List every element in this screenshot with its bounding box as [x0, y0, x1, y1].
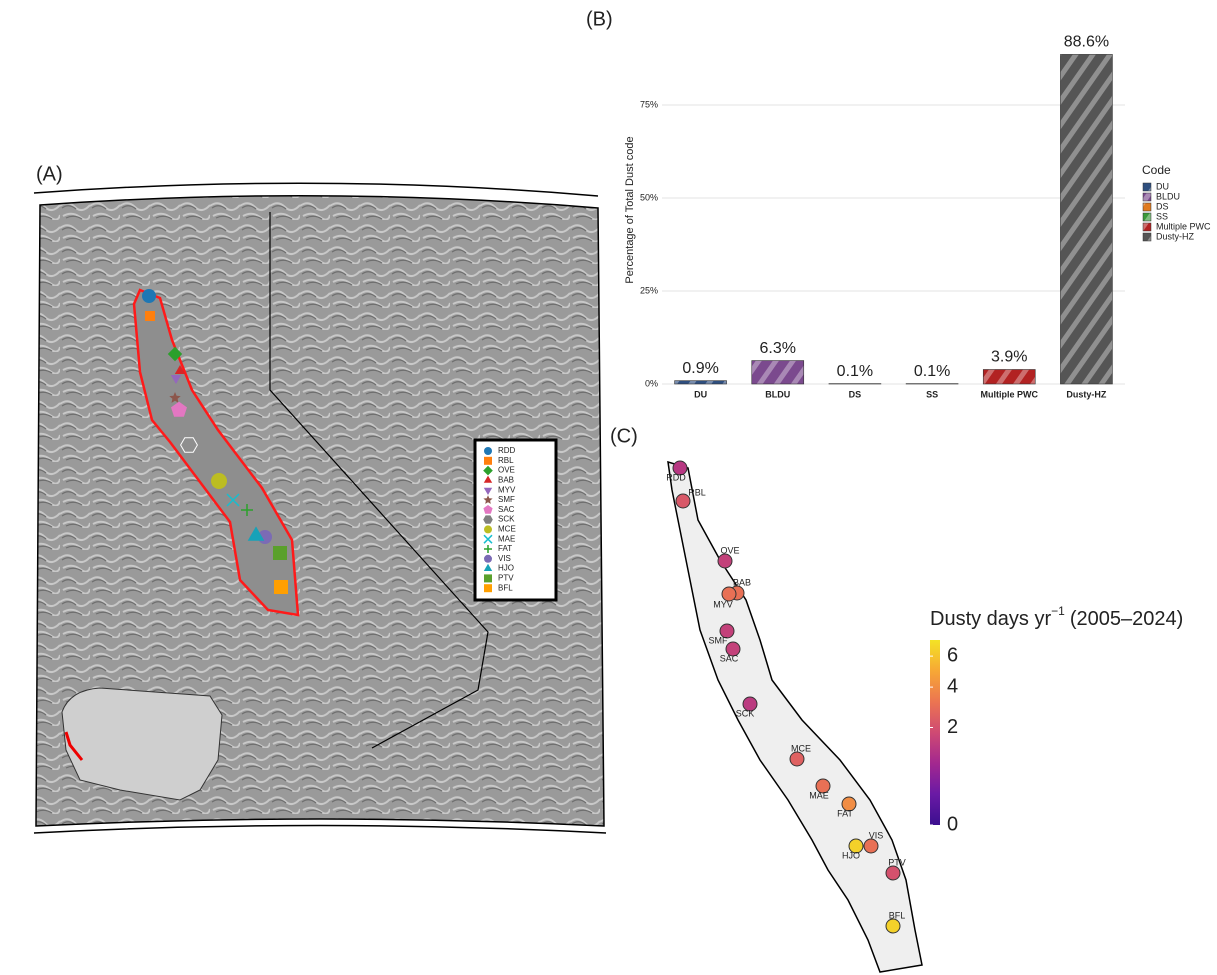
legend-marker — [484, 584, 492, 592]
colorbar-title: Dusty days yr−1 (2005–2024) — [930, 604, 1183, 630]
legend-marker — [484, 457, 492, 465]
colorbar-tick-label: 4 — [947, 675, 958, 697]
colorbar-tick-label: 0 — [947, 813, 958, 835]
colorbar-tick-label: 6 — [947, 644, 958, 666]
station-point — [718, 554, 732, 568]
x-tick-label: BLDU — [765, 389, 790, 399]
station-label: MCE — [791, 743, 811, 753]
station-label: PTV — [888, 857, 906, 867]
panel-label: (B) — [586, 8, 613, 30]
legend-marker — [484, 555, 492, 563]
legend-label: DS — [1156, 201, 1169, 211]
bar — [1060, 54, 1112, 384]
station-label: BFL — [889, 910, 906, 920]
x-tick-label: SS — [926, 389, 938, 399]
panel-c: (C) Dusty days yr−1 (2005–2024) — [610, 425, 1183, 972]
station-label: BAB — [733, 577, 751, 587]
station-label: SAC — [720, 653, 739, 663]
legend-title: Code — [1142, 163, 1171, 177]
valley-map — [668, 462, 922, 972]
station-label: MAE — [809, 790, 829, 800]
station-marker — [145, 311, 155, 321]
station-label: HJO — [842, 850, 860, 860]
value-label: 0.9% — [682, 360, 718, 377]
colorbar-title-suffix: (2005–2024) — [1070, 608, 1183, 630]
station-label: MYV — [713, 599, 733, 609]
value-label: 88.6% — [1064, 34, 1109, 51]
station-label: SMF — [709, 635, 729, 645]
legend-swatch — [1143, 233, 1151, 241]
legend-label: RBL — [498, 456, 514, 465]
bar — [983, 369, 1035, 384]
legend-swatch — [1143, 203, 1151, 211]
legend-label: Dusty-HZ — [1156, 231, 1195, 241]
station-point — [886, 919, 900, 933]
legend-label: SS — [1156, 211, 1168, 221]
y-tick-label: 50% — [640, 192, 658, 202]
legend-label: PTV — [498, 574, 514, 583]
station-label: RDD — [666, 472, 686, 482]
station-marker — [274, 580, 288, 594]
station-marker — [211, 473, 227, 489]
y-tick-label: 75% — [640, 99, 658, 109]
legend-label: FAT — [498, 544, 512, 553]
legend-label: VIS — [498, 554, 511, 563]
bar — [752, 361, 804, 384]
station-marker — [273, 546, 287, 560]
station-label: VIS — [869, 830, 884, 840]
legend-swatch — [1143, 223, 1151, 231]
x-tick-label: Dusty-HZ — [1066, 389, 1107, 399]
legend-label: OVE — [498, 466, 515, 475]
y-tick-label: 25% — [640, 285, 658, 295]
panel-a: (A) — [34, 163, 606, 833]
value-label: 6.3% — [760, 340, 796, 357]
figure: (A) (B) Percentage of Total Dust code Co… — [0, 0, 1217, 975]
x-tick-label: DS — [849, 389, 862, 399]
station-label: RBL — [688, 487, 706, 497]
legend-swatch — [1143, 213, 1151, 221]
station-point — [790, 752, 804, 766]
legend-label: BAB — [498, 476, 514, 485]
value-label: 0.1% — [837, 363, 873, 380]
colorbar-tick-label: 2 — [947, 716, 958, 738]
legend-label: SMF — [498, 495, 515, 504]
legend-label: SAC — [498, 505, 515, 514]
legend-label: SCK — [498, 515, 515, 524]
colorbar — [930, 640, 940, 825]
legend-swatch — [1143, 193, 1151, 201]
legend-label: Multiple PWC — [1156, 221, 1211, 231]
station-label: FAT — [837, 808, 853, 818]
legend-marker — [484, 447, 492, 455]
panel-label: (A) — [36, 163, 63, 185]
value-label: 3.9% — [991, 349, 1027, 366]
legend-label: MYV — [498, 485, 516, 494]
y-axis-label: Percentage of Total Dust code — [624, 136, 636, 283]
legend-label: RDD — [498, 446, 516, 455]
legend-label: DU — [1156, 181, 1169, 191]
x-tick-label: DU — [694, 389, 707, 399]
panel-label: (C) — [610, 425, 638, 447]
y-tick-label: 0% — [645, 378, 658, 388]
legend-label: HJO — [498, 564, 514, 573]
station-label: OVE — [720, 545, 739, 555]
legend-swatch — [1143, 183, 1151, 191]
station-point — [886, 866, 900, 880]
colorbar-title-text: Dusty days yr — [930, 608, 1051, 630]
legend-label: BLDU — [1156, 191, 1180, 201]
legend-label: BFL — [498, 583, 513, 592]
station-point — [864, 839, 878, 853]
x-tick-label: Multiple PWC — [981, 389, 1039, 399]
station-marker — [142, 289, 156, 303]
value-label: 0.1% — [914, 363, 950, 380]
legend-label: MAE — [498, 534, 515, 543]
legend-marker — [484, 574, 492, 582]
colorbar-title-sup: −1 — [1051, 604, 1065, 618]
legend-label: MCE — [498, 525, 516, 534]
legend-marker — [484, 525, 492, 533]
station-label: SCK — [736, 708, 755, 718]
bar — [675, 381, 727, 384]
